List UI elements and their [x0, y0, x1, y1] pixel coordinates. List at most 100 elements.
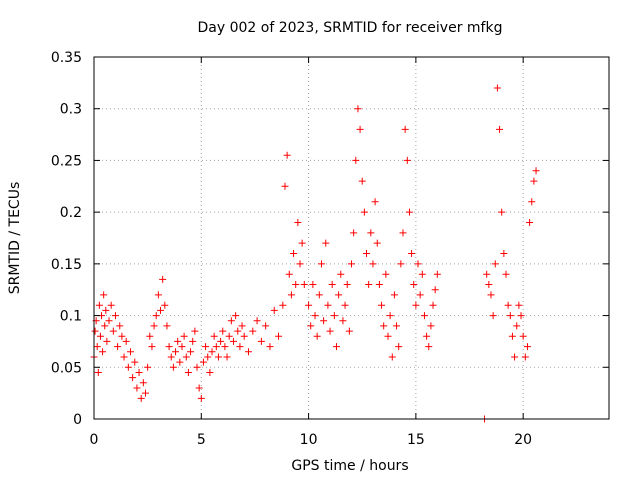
data-point: [199, 358, 207, 366]
data-point: [167, 353, 175, 361]
data-point: [496, 125, 504, 133]
data-point: [393, 322, 401, 330]
data-point: [214, 353, 222, 361]
data-point: [275, 332, 283, 340]
data-point: [219, 327, 227, 335]
data-point: [223, 353, 231, 361]
data-point: [330, 312, 338, 320]
data-point: [96, 332, 104, 340]
x-tick-label: 10: [300, 432, 318, 448]
data-point: [99, 348, 107, 356]
data-point: [363, 250, 371, 258]
data-point: [159, 275, 167, 283]
data-point: [169, 363, 177, 371]
data-point: [397, 260, 405, 268]
data-point: [365, 281, 373, 289]
data-point: [356, 125, 364, 133]
data-point: [433, 270, 441, 278]
data-point: [204, 353, 212, 361]
data-point: [182, 353, 190, 361]
data-point: [511, 353, 519, 361]
x-axis-label: GPS time / hours: [291, 458, 408, 474]
data-point: [343, 281, 351, 289]
data-point: [234, 327, 242, 335]
data-point: [253, 317, 261, 325]
data-point: [93, 343, 101, 351]
data-point: [498, 208, 506, 216]
data-point: [193, 363, 201, 371]
data-point: [324, 301, 332, 309]
data-point: [528, 198, 536, 206]
data-point: [526, 218, 534, 226]
data-point: [245, 348, 252, 356]
data-point: [384, 332, 392, 340]
data-point: [504, 301, 512, 309]
data-point: [420, 312, 428, 320]
x-tick-label: 20: [514, 432, 532, 448]
data-point: [206, 368, 214, 376]
data-point: [133, 384, 141, 392]
data-point: [300, 281, 308, 289]
y-axis-label: SRMTID / TECUs: [7, 182, 23, 295]
data-point: [202, 343, 210, 351]
data-point: [502, 270, 510, 278]
data-point: [530, 177, 538, 185]
data-point: [178, 343, 186, 351]
data-point: [320, 317, 328, 325]
data-point: [240, 332, 248, 340]
data-point: [500, 250, 508, 258]
data-point: [515, 301, 523, 309]
data-point: [493, 84, 501, 92]
data-point: [236, 343, 244, 351]
data-point: [100, 291, 108, 299]
data-point: [212, 343, 220, 351]
data-point: [294, 218, 302, 226]
data-point: [517, 312, 525, 320]
data-point: [487, 291, 495, 299]
data-point: [229, 337, 237, 345]
y-tick-label: 0.25: [51, 153, 82, 169]
data-point: [102, 306, 110, 314]
data-point: [163, 322, 171, 330]
data-point: [217, 337, 225, 345]
data-point: [227, 317, 235, 325]
data-point: [208, 348, 216, 356]
data-point: [95, 301, 103, 309]
data-point: [367, 229, 375, 237]
data-point: [195, 384, 203, 392]
data-point: [401, 125, 409, 133]
data-point: [358, 177, 366, 185]
data-point: [339, 317, 347, 325]
data-point: [257, 337, 265, 345]
data-point: [489, 312, 497, 320]
data-point: [352, 156, 360, 164]
data-point: [262, 322, 270, 330]
data-point: [491, 260, 499, 268]
data-point: [287, 291, 295, 299]
y-tick-label: 0.35: [51, 50, 82, 66]
data-point: [174, 337, 182, 345]
data-point: [523, 343, 531, 351]
data-point: [519, 332, 527, 340]
data-point: [118, 332, 126, 340]
data-point: [521, 353, 529, 361]
data-point: [508, 332, 516, 340]
data-point: [388, 353, 396, 361]
data-point: [332, 343, 340, 351]
data-point: [371, 198, 379, 206]
data-point: [337, 270, 345, 278]
data-point: [144, 363, 152, 371]
data-point: [429, 301, 437, 309]
data-point: [296, 260, 304, 268]
data-point: [322, 239, 330, 247]
data-point: [373, 239, 381, 247]
data-point: [161, 301, 169, 309]
data-point: [187, 348, 195, 356]
chart-title: Day 002 of 2023, SRMTID for receiver mfk…: [198, 20, 503, 36]
data-point: [94, 368, 102, 376]
data-point: [305, 301, 313, 309]
data-point: [111, 312, 119, 320]
data-point: [513, 322, 521, 330]
data-point: [311, 312, 319, 320]
data-point: [150, 322, 158, 330]
